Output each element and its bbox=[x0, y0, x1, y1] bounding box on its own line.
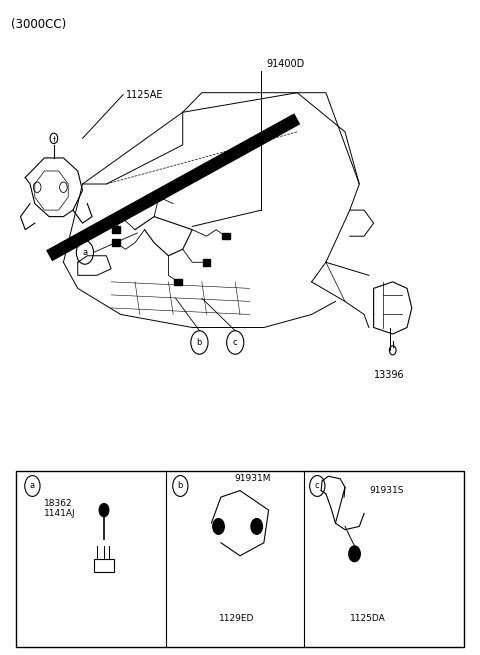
Bar bbox=[174, 278, 182, 285]
Bar bbox=[16, 471, 464, 647]
Text: 1129ED: 1129ED bbox=[218, 614, 254, 624]
Text: 1125DA: 1125DA bbox=[350, 614, 385, 624]
Text: 1125AE: 1125AE bbox=[125, 90, 163, 100]
Text: c: c bbox=[233, 338, 238, 347]
Text: a: a bbox=[83, 248, 87, 257]
Text: b: b bbox=[178, 481, 183, 491]
Text: 18362: 18362 bbox=[44, 499, 73, 508]
Text: (3000CC): (3000CC) bbox=[11, 18, 66, 31]
Text: 91400D: 91400D bbox=[266, 58, 304, 69]
Text: 91931M: 91931M bbox=[234, 474, 271, 483]
Text: 1141AJ: 1141AJ bbox=[44, 509, 76, 518]
Bar bbox=[222, 233, 229, 240]
Text: b: b bbox=[197, 338, 202, 347]
Text: 91931S: 91931S bbox=[370, 486, 404, 495]
Bar bbox=[112, 240, 120, 246]
Bar bbox=[112, 227, 120, 233]
Circle shape bbox=[349, 546, 360, 561]
Bar bbox=[203, 259, 210, 265]
Text: 13396: 13396 bbox=[373, 370, 404, 380]
Circle shape bbox=[251, 519, 263, 534]
Text: a: a bbox=[30, 481, 35, 491]
Circle shape bbox=[213, 519, 224, 534]
Circle shape bbox=[99, 504, 109, 517]
Text: c: c bbox=[315, 481, 320, 491]
Bar bbox=[95, 559, 114, 572]
